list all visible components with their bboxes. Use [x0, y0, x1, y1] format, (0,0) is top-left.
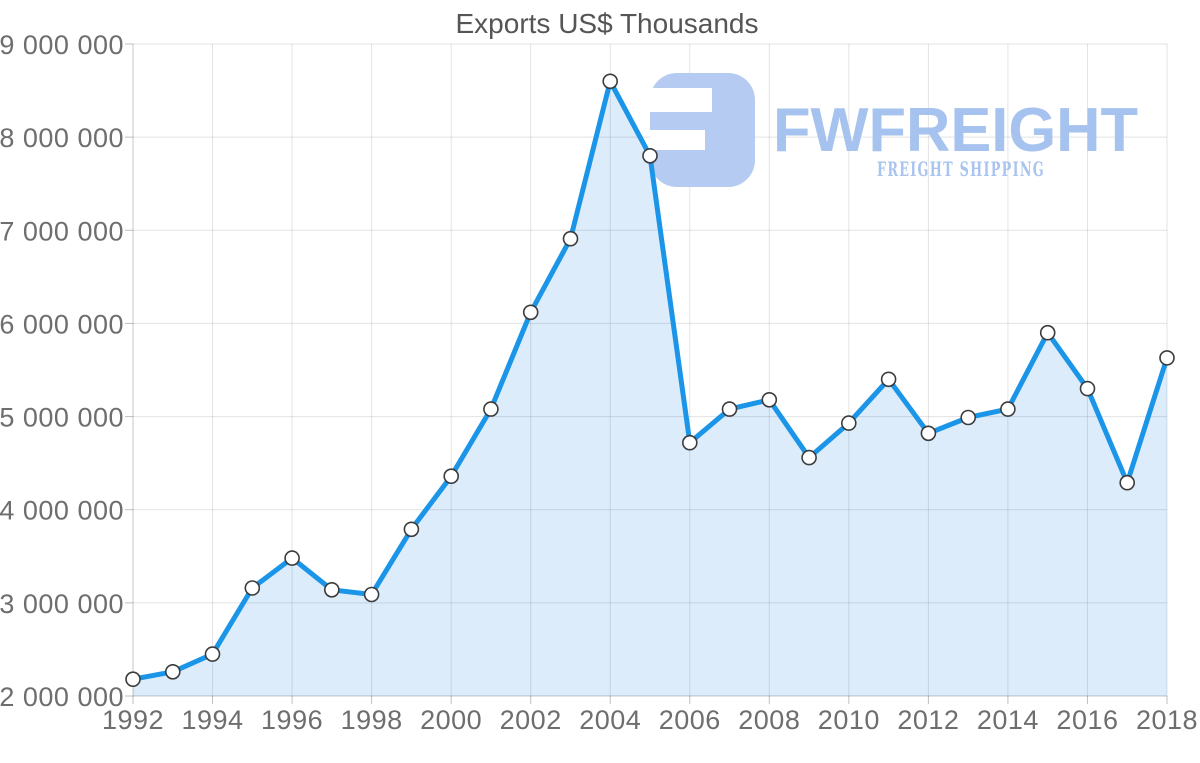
data-point[interactable]	[840, 415, 857, 431]
watermark-logo: FWFREIGHT FREIGHT SHIPPING	[650, 73, 1138, 187]
data-point[interactable]	[721, 401, 738, 417]
y-axis-label: 9 000 000	[0, 30, 124, 60]
x-axis-label: 2012	[897, 705, 959, 735]
x-axis-label: 2002	[500, 705, 562, 735]
data-point[interactable]	[1000, 401, 1016, 417]
x-axis-label: 1998	[341, 705, 403, 735]
chart-area-fill	[133, 81, 1167, 697]
data-point[interactable]	[801, 449, 817, 466]
y-axis-label: 3 000 000	[0, 589, 124, 619]
axis-labels: 9 000 000 8 000 000 7 000 000 6 000 000 5 00…	[0, 30, 1198, 735]
data-point[interactable]	[363, 586, 380, 603]
data-point[interactable]	[1079, 380, 1096, 397]
data-point[interactable]	[920, 425, 937, 442]
data-point[interactable]	[522, 304, 539, 321]
x-axis-label: 2014	[977, 705, 1039, 735]
brand-slogan: FREIGHT SHIPPING	[877, 157, 1045, 181]
data-point[interactable]	[1039, 324, 1056, 341]
axes	[125, 43, 1168, 704]
y-axis-label: 5 000 000	[0, 403, 124, 433]
data-point[interactable]	[1159, 350, 1175, 366]
data-point[interactable]	[125, 671, 141, 688]
x-axis-label: 1994	[181, 705, 243, 735]
data-point[interactable]	[403, 521, 420, 538]
x-axis-label: 2000	[420, 705, 482, 735]
data-point[interactable]	[880, 371, 897, 388]
data-point[interactable]	[642, 148, 658, 164]
data-point[interactable]	[761, 391, 778, 408]
data-point[interactable]	[204, 646, 221, 662]
x-axis-label: 2004	[579, 705, 641, 735]
x-axis-label: 2006	[659, 705, 721, 735]
data-point[interactable]	[483, 401, 499, 417]
x-axis-label: 2018	[1136, 705, 1198, 735]
y-axis-label: 4 000 000	[0, 496, 124, 526]
x-axis-label: 1992	[102, 705, 164, 735]
data-point[interactable]	[165, 663, 181, 680]
data-point[interactable]	[960, 409, 977, 426]
data-point[interactable]	[443, 468, 460, 485]
x-axis-label: 2016	[1056, 705, 1118, 735]
data-point[interactable]	[1119, 474, 1135, 491]
data-point[interactable]	[323, 581, 340, 598]
x-axis-label: 1996	[261, 705, 323, 735]
y-axis-label: 2 000 000	[0, 682, 124, 712]
brand-wordmark: FWFREIGHT	[773, 96, 1138, 165]
data-point[interactable]	[244, 580, 261, 596]
data-point[interactable]	[284, 550, 300, 566]
data-point[interactable]	[602, 73, 619, 90]
y-axis-label: 8 000 000	[0, 123, 124, 153]
y-axis-label: 7 000 000	[0, 216, 124, 246]
data-point[interactable]	[681, 434, 698, 451]
y-axis-label: 6 000 000	[0, 309, 124, 339]
x-axis-label: 2010	[818, 705, 880, 735]
chart-title: Exports US$ Thousands	[456, 8, 759, 39]
data-markers	[125, 73, 1175, 688]
data-point[interactable]	[562, 230, 579, 247]
x-axis-label: 2008	[738, 705, 800, 735]
fwfreight-logo-icon	[650, 73, 755, 187]
